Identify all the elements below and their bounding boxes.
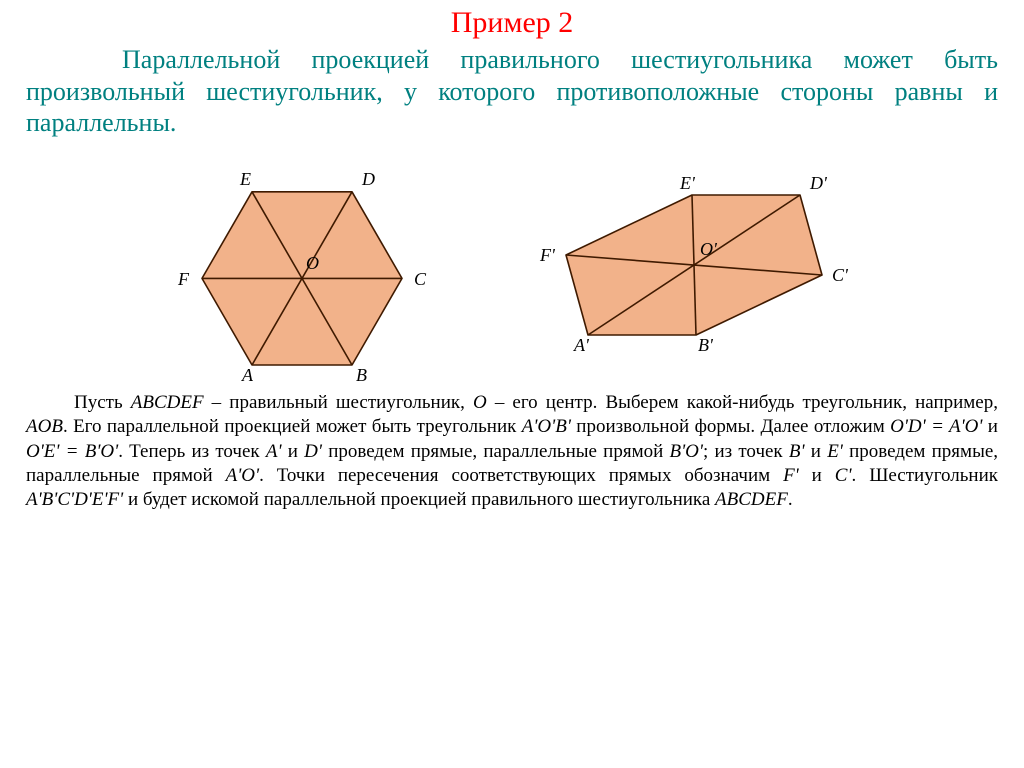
svg-text:D: D [361,169,375,189]
t: AOB [26,416,63,437]
intro-line: Параллельной проекцией правильного шести… [26,45,998,137]
svg-text:D': D' [809,173,828,193]
t: ; из точек [703,441,789,462]
svg-text:F': F' [539,245,556,265]
svg-text:E': E' [679,173,696,193]
t: O'E' = B'O' [26,441,118,462]
t: D' [304,441,322,462]
svg-text:O: O [306,253,319,273]
t: . Теперь из точек [118,441,266,462]
body-text: Пусть ABCDEF – правильный шестиугольник,… [26,391,998,513]
svg-text:A: A [241,365,254,385]
t: A'O' [226,465,259,486]
t: проведем прямые, параллельные прямой [322,441,670,462]
svg-text:A': A' [573,335,590,355]
t: . Его параллельной проекцией может быть … [63,416,522,437]
t: O [473,392,487,413]
t: . [788,489,793,510]
regular-hexagon-diagram: A B C D E F O [142,145,462,385]
t: O'D' = A'O' [890,416,982,437]
t: B' [789,441,805,462]
t: F' [783,465,799,486]
svg-text:B: B [356,365,367,385]
t: E' [827,441,843,462]
figures-row: A B C D E F O A' B' C' D' E' F' O' [26,145,998,385]
t: произвольной формы. Далее отложим [571,416,890,437]
t: – правильный шестиугольник, [204,392,473,413]
svg-text:F: F [177,269,190,289]
t: A' [266,441,282,462]
t: B'O' [670,441,703,462]
t: Пусть [74,392,131,413]
t: . Точки пересечения соответствующих прям… [259,465,783,486]
t: и [282,441,305,462]
t: и [982,416,998,437]
t: A'O'B' [522,416,571,437]
t: и будет искомой параллельной проекцией п… [123,489,715,510]
t: ABCDEF [131,392,204,413]
t: . Шестиугольник [852,465,998,486]
svg-text:E: E [239,169,251,189]
svg-text:O': O' [700,239,718,259]
svg-text:C: C [414,269,427,289]
svg-text:B': B' [698,335,714,355]
projected-hexagon-diagram: A' B' C' D' E' F' O' [502,145,882,365]
t: ABCDEF [715,489,788,510]
t: и [799,465,835,486]
intro-text: Параллельной проекцией правильного шести… [26,44,998,139]
svg-text:C': C' [832,265,849,285]
t: – его центр. Выберем какой-нибудь треуго… [487,392,998,413]
t: A'B'C'D'E'F' [26,489,123,510]
t: и [805,441,828,462]
t: C' [835,465,852,486]
page-title: Пример 2 [26,6,998,40]
